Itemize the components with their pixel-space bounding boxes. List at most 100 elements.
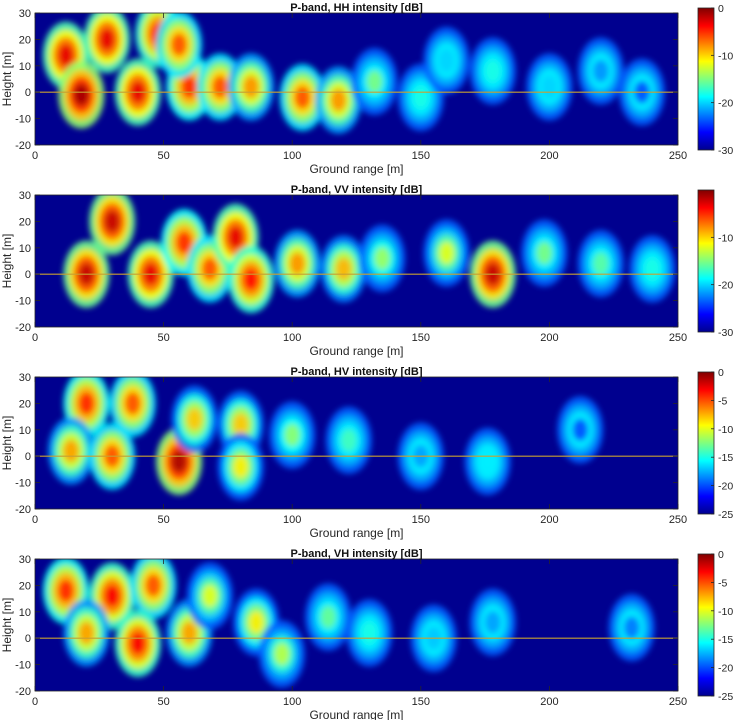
heatmap-blob [577,37,624,105]
heatmap-blob [423,26,470,95]
heatmap-blob [351,48,398,116]
heatmap-blob [63,599,110,667]
axes-frame [34,558,679,692]
x-axis-label: Ground range [m] [309,162,403,176]
heatmap-blob [577,230,624,298]
heatmap-blob [557,396,604,464]
heatmap-blob [171,385,218,453]
colorbar-tick-label: 0 [718,367,724,379]
heatmap-blob [618,58,666,126]
heatmap-blob [279,63,326,132]
y-tick-label: 10 [19,243,31,255]
colorbar-tick-label: -10 [718,606,733,618]
colorbar-tick-label: 0 [718,549,724,561]
colorbar-tick-label: -30 [718,327,733,339]
x-tick-label: 0 [32,150,38,162]
y-tick-label: -20 [15,140,31,152]
heatmap-blob [58,61,105,129]
y-tick-label: 20 [19,398,31,410]
heatmap-blob [109,377,156,437]
colorbar-tick-label: -20 [718,98,733,110]
heatmap-blob [258,620,306,688]
heatmap-blob [155,13,203,79]
colorbar-tick-label: -5 [718,577,727,589]
colorbar-tick-label: -30 [718,145,733,157]
y-tick-label: -10 [15,296,31,308]
y-tick-label: -20 [15,504,31,516]
colorbar-tick-label: -15 [718,452,733,464]
y-tick-label: -10 [15,660,31,672]
heatmap-blob [315,66,362,134]
x-tick-label: 50 [157,150,169,162]
x-tick-label: 250 [669,696,687,708]
heatmap-blob [469,588,516,656]
y-tick-label: 30 [19,372,31,384]
x-tick-label: 50 [157,696,169,708]
colorbar [697,189,715,333]
y-tick-label: 0 [25,633,31,645]
heatmap-blob [47,417,95,485]
heatmap-field [42,13,666,134]
y-tick-label: 20 [19,34,31,46]
heatmap-blob [186,562,233,630]
colorbar-tick-label: -10 [718,50,733,62]
colorbar-tick-label: 0 [718,3,724,15]
x-tick-label: 0 [32,696,38,708]
panel-hv: 0 50 100 150 200 250 -20 -10 0 10 20 30 P-band, HV i… [0,366,733,540]
x-tick-label: 200 [540,514,558,526]
heatmap-blob [320,235,367,303]
panel-vv: 0 50 100 150 200 250 -20 -10 0 10 20 30 P-band, VV i… [0,184,733,358]
heatmap-blob [608,594,655,662]
colorbar-tick-label: -10 [718,232,733,244]
x-axis-label: Ground range [m] [309,344,403,358]
y-tick-label: 0 [25,451,31,463]
colorbar-tick-label: -20 [718,481,733,493]
heatmap-field [42,559,655,688]
heatmap-blob [464,427,511,496]
y-axis-label: Height [m] [0,598,14,653]
x-tick-label: 50 [157,514,169,526]
y-tick-label: 30 [19,190,31,202]
x-tick-label: 0 [32,332,38,344]
heatmap-blob [83,13,131,73]
y-tick-label: 30 [19,554,31,566]
colorbar-tick-label: -25 [718,691,733,703]
x-tick-label: 150 [412,514,430,526]
y-tick-label: -10 [15,478,31,490]
panel-title: P-band, HV intensity [dB] [291,366,423,378]
heatmap-blob [114,609,161,678]
panel-vh: 0 50 100 150 200 250 -20 -10 0 10 20 30 P-band, VH i… [0,548,733,720]
heatmap-blob [359,224,406,292]
heatmap-blob [423,219,470,287]
y-tick-label: -10 [15,114,31,126]
colorbar [697,371,715,515]
y-tick-label: 30 [19,8,31,20]
heatmap-blob [130,559,177,619]
y-tick-label: 20 [19,216,31,228]
y-tick-label: 20 [19,580,31,592]
x-tick-label: 0 [32,514,38,526]
heatmap-blob [217,433,264,501]
colorbar-tick-label: -5 [718,395,727,407]
heatmap-blob [325,406,372,474]
panel-title: P-band, VH intensity [dB] [291,548,423,560]
x-tick-label: 150 [412,696,430,708]
y-axis-label: Height [m] [0,416,14,471]
y-tick-label: 0 [25,269,31,281]
colorbar [697,553,715,697]
x-tick-label: 150 [412,332,430,344]
x-tick-label: 250 [669,150,687,162]
y-tick-label: 10 [19,607,31,619]
x-tick-label: 100 [283,150,301,162]
x-tick-label: 150 [412,150,430,162]
x-tick-label: 100 [283,696,301,708]
panel-title: P-band, HH intensity [dB] [290,2,423,14]
heatmap-blob [227,53,275,121]
x-tick-label: 100 [283,514,301,526]
x-tick-label: 200 [540,332,558,344]
heatmap-blob [346,599,393,667]
x-tick-label: 200 [540,696,558,708]
x-tick-label: 50 [157,332,169,344]
heatmap-blob [274,230,321,298]
